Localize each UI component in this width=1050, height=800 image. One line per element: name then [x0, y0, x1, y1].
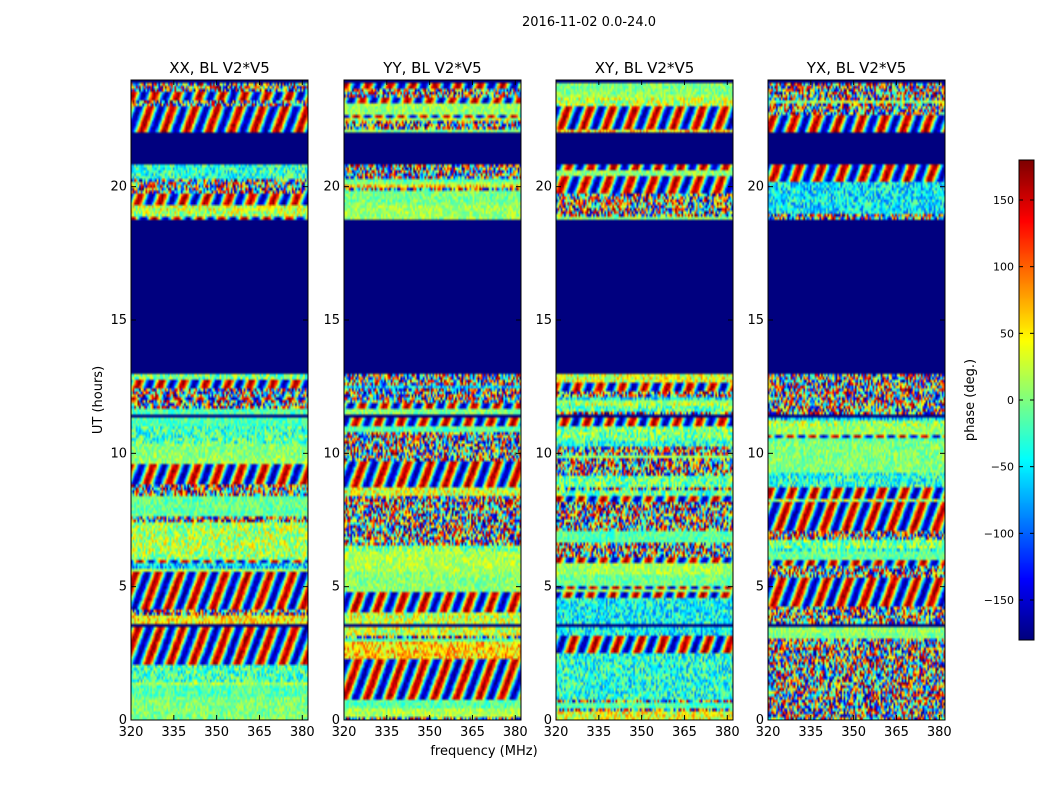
y-tick-label: 0: [119, 713, 127, 728]
x-tick-label: 320: [544, 725, 569, 740]
panel-frame: [555, 79, 734, 721]
heatmap-image-yx: [768, 80, 945, 720]
colorbar-tick-label: 150: [993, 194, 1014, 207]
x-tick-label: 380: [715, 725, 740, 740]
colorbar-tick-label: 0: [1007, 394, 1014, 407]
x-tick-label: 365: [247, 725, 272, 740]
x-tick-label: 350: [204, 725, 229, 740]
x-tick-label: 350: [629, 725, 654, 740]
x-tick-label: 320: [332, 725, 357, 740]
x-tick-label: 320: [119, 725, 144, 740]
colorbar-tick-label: −100: [984, 527, 1014, 540]
y-tick-label: 0: [332, 713, 340, 728]
colorbar-tick-label: 100: [993, 261, 1014, 274]
x-tick-label: 335: [798, 725, 823, 740]
y-tick-label: 5: [119, 580, 127, 595]
y-tick-label: 20: [747, 180, 764, 195]
colorbar-tick-label: −50: [991, 461, 1014, 474]
colorbar-gradient: [1019, 160, 1034, 640]
colorbar-tick-label: 50: [1000, 327, 1014, 340]
y-tick-label: 5: [756, 580, 764, 595]
y-tick-label: 10: [323, 446, 340, 461]
y-tick-label: 20: [323, 180, 340, 195]
y-tick-label: 0: [756, 713, 764, 728]
heatmap-image-yy: [344, 80, 521, 720]
x-tick-label: 380: [290, 725, 315, 740]
x-axis-label: frequency (MHz): [430, 744, 537, 759]
y-tick-label: 15: [535, 313, 552, 328]
y-tick-label: 10: [535, 446, 552, 461]
panel-xx: XX, BL V2*V5 320 335 350 365 380 0 5 10 15 20: [110, 59, 314, 740]
x-tick-label: 335: [374, 725, 399, 740]
y-tick-label: 15: [110, 313, 127, 328]
y-tick-label: 15: [323, 313, 340, 328]
panel-yx: YX, BL V2*V5 320 335 350 365 380 0 5 10 15 20: [747, 59, 951, 740]
y-tick-label: 5: [332, 580, 340, 595]
x-tick-label: 320: [756, 725, 781, 740]
y-tick-label: 10: [747, 446, 764, 461]
panel-xy: XY, BL V2*V5 320 335 350 365 380 0 5 10 15 20: [535, 59, 739, 740]
x-tick-label: 380: [503, 725, 528, 740]
colorbar-tick-label: −150: [984, 594, 1014, 607]
heatmap-image-xx: [131, 80, 308, 720]
y-tick-label: 0: [544, 713, 552, 728]
panel-yy: YY, BL V2*V5 320 335 350 365 380 0 5 10 15 20: [323, 59, 527, 740]
y-tick-label: 20: [110, 180, 127, 195]
y-tick-label: 20: [535, 180, 552, 195]
y-tick-label: 5: [544, 580, 552, 595]
y-axis-label: UT (hours): [91, 366, 106, 434]
panel-frame: [343, 79, 522, 721]
panel-title: YX, BL V2*V5: [806, 59, 907, 77]
panel-frame: [767, 79, 946, 721]
panel-title: YY, BL V2*V5: [382, 59, 481, 77]
panel-title: XX, BL V2*V5: [169, 59, 270, 77]
figure-suptitle: 2016-11-02 0.0-24.0: [522, 15, 656, 30]
heatmap-image-xy: [556, 80, 733, 720]
panel-frame: [130, 79, 309, 721]
x-tick-label: 365: [884, 725, 909, 740]
panel-title: XY, BL V2*V5: [595, 59, 695, 77]
x-tick-label: 365: [460, 725, 485, 740]
x-tick-label: 365: [672, 725, 697, 740]
x-tick-label: 335: [161, 725, 186, 740]
colorbar-label: phase (deg.): [963, 359, 978, 441]
colorbar: 150 100 50 0 −50 −100 −150: [984, 159, 1035, 641]
y-tick-label: 10: [110, 446, 127, 461]
x-tick-label: 350: [417, 725, 442, 740]
y-tick-label: 15: [747, 313, 764, 328]
x-tick-label: 335: [586, 725, 611, 740]
x-tick-label: 380: [927, 725, 952, 740]
x-tick-label: 350: [841, 725, 866, 740]
